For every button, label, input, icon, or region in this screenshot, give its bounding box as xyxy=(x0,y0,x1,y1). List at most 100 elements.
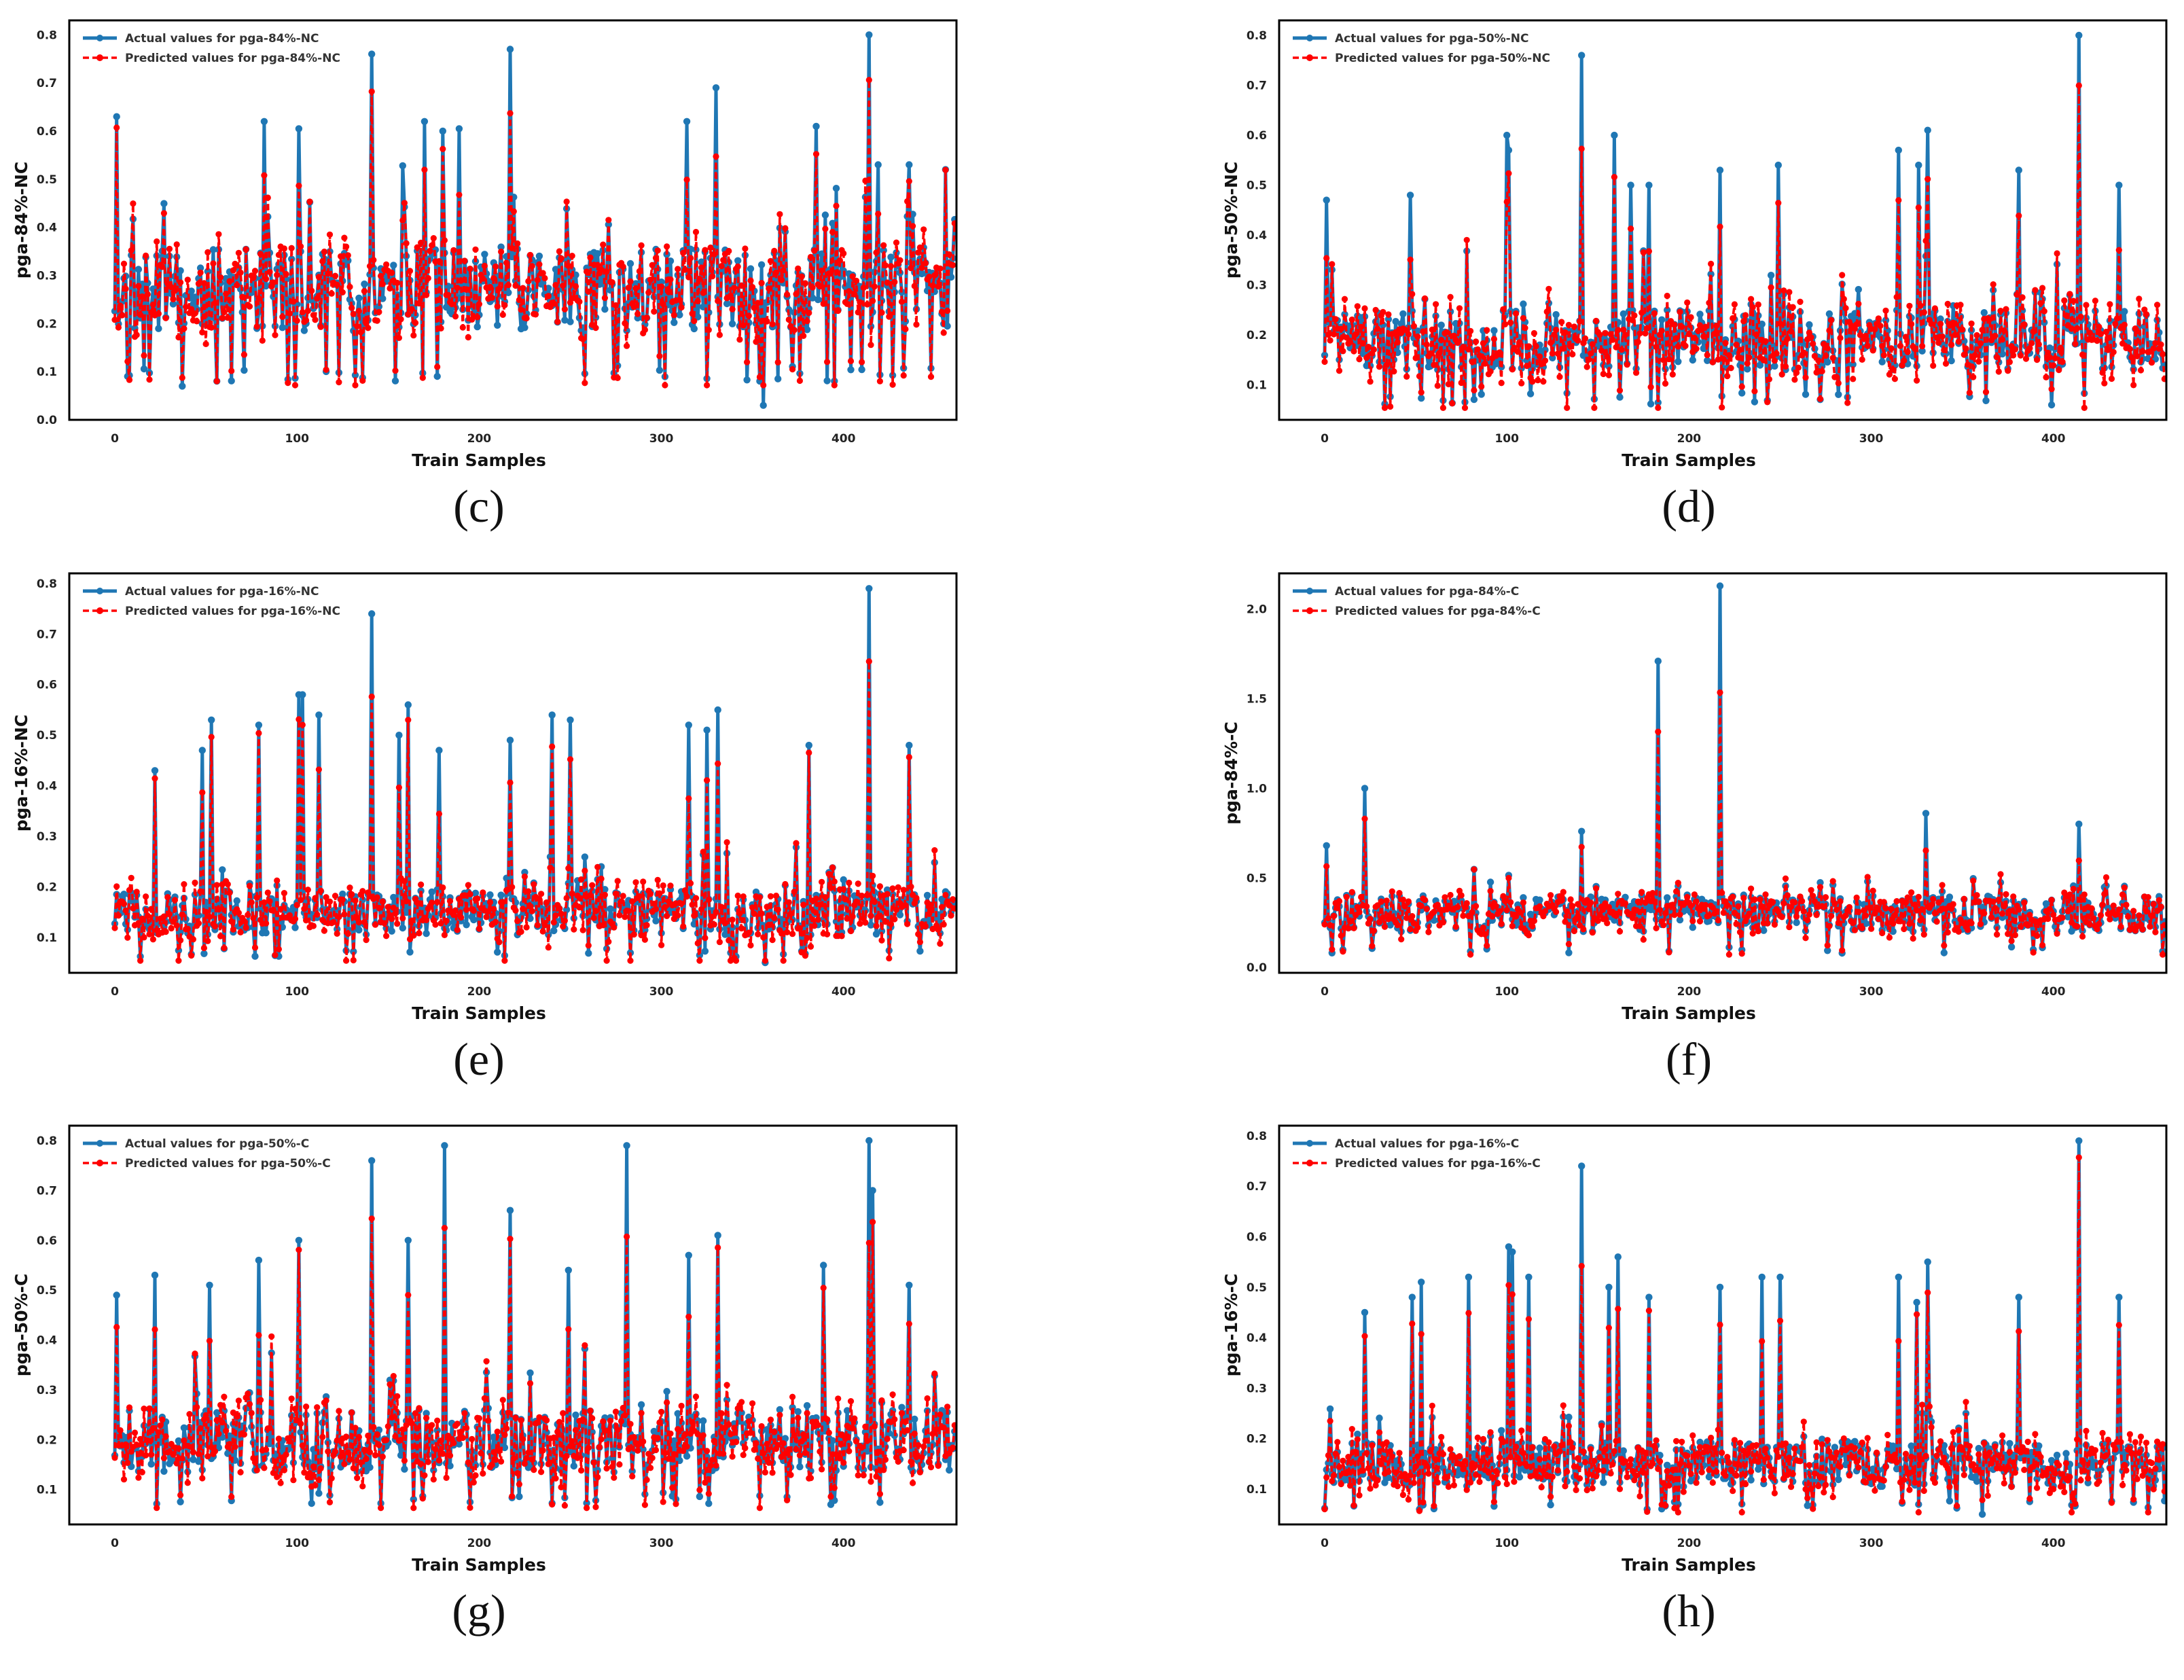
data-point-predicted xyxy=(365,1432,372,1439)
data-point-predicted xyxy=(612,890,620,897)
data-point-actual xyxy=(1855,285,1862,293)
data-point-predicted xyxy=(1930,362,1937,370)
data-point-predicted xyxy=(1551,332,1558,338)
data-point-predicted xyxy=(1822,894,1829,901)
data-point-predicted xyxy=(456,192,463,198)
data-point-predicted xyxy=(299,309,306,316)
data-point-predicted xyxy=(399,217,406,224)
data-point-predicted xyxy=(1722,340,1729,346)
data-point-predicted xyxy=(531,1467,537,1473)
data-point-predicted xyxy=(667,882,674,889)
data-point-predicted xyxy=(2005,368,2011,374)
data-point-predicted xyxy=(208,734,215,740)
data-point-actual xyxy=(1505,146,1513,154)
data-point-predicted xyxy=(1500,893,1507,899)
data-point-actual xyxy=(876,1499,884,1506)
data-point-predicted xyxy=(853,898,860,905)
panel-g: 0 100 200 300 4000.10.20.30.40.50.60.70.8Tra… xyxy=(12,1124,958,1637)
data-point-actual xyxy=(1816,879,1824,887)
data-point-predicted xyxy=(723,839,730,846)
data-point-predicted xyxy=(303,917,310,924)
data-point-predicted xyxy=(795,1414,802,1421)
data-point-predicted xyxy=(429,242,435,249)
data-point-predicted xyxy=(230,267,236,274)
data-point-predicted xyxy=(640,878,647,885)
data-point-actual xyxy=(255,721,263,729)
data-point-predicted xyxy=(394,1393,401,1399)
data-point-predicted xyxy=(798,273,805,280)
data-point-predicted xyxy=(186,1411,193,1418)
data-point-actual xyxy=(366,270,374,279)
data-point-predicted xyxy=(652,906,660,912)
data-point-actual xyxy=(375,303,383,310)
data-point-predicted xyxy=(1524,363,1530,370)
data-point-predicted xyxy=(745,1418,752,1425)
data-point-predicted xyxy=(897,257,903,264)
data-point-predicted xyxy=(1735,903,1742,910)
y-tick-label: 0.8 xyxy=(1247,29,1267,43)
data-point-predicted xyxy=(766,1459,772,1466)
data-point-predicted xyxy=(226,278,233,285)
series-predicted-d xyxy=(1321,82,2166,412)
data-point-predicted xyxy=(281,1467,287,1473)
data-point-predicted xyxy=(139,1469,145,1476)
data-point-actual xyxy=(872,930,880,938)
data-point-predicted xyxy=(1935,339,1942,346)
legend-label-actual: Actual values for pga-84%-NC xyxy=(125,32,319,46)
data-point-predicted xyxy=(820,1285,827,1291)
data-point-predicted xyxy=(372,921,379,928)
data-point-predicted xyxy=(306,1469,313,1477)
data-point-predicted xyxy=(2097,912,2105,918)
data-point-predicted xyxy=(1912,345,1918,353)
data-point-predicted xyxy=(416,930,423,937)
data-point-predicted xyxy=(412,1410,419,1416)
data-point-predicted xyxy=(1778,371,1785,378)
data-point-actual xyxy=(1922,810,1930,817)
data-point-predicted xyxy=(558,255,565,262)
data-point-predicted xyxy=(2083,302,2090,308)
data-point-predicted xyxy=(578,1467,585,1474)
data-point-predicted xyxy=(1586,906,1592,912)
data-point-predicted xyxy=(1376,363,1383,370)
data-point-predicted xyxy=(1480,925,1486,931)
data-point-predicted xyxy=(232,1444,238,1450)
data-point-predicted xyxy=(403,240,410,247)
data-point-predicted xyxy=(348,891,355,898)
data-point-predicted xyxy=(117,1427,124,1434)
data-point-predicted xyxy=(179,374,185,381)
data-point-predicted xyxy=(1418,903,1425,910)
data-point-predicted xyxy=(173,922,180,929)
data-point-predicted xyxy=(791,327,798,334)
data-point-actual xyxy=(548,711,556,719)
data-point-predicted xyxy=(1444,329,1450,336)
data-point-predicted xyxy=(1367,378,1374,385)
data-point-predicted xyxy=(368,693,375,700)
data-point-predicted xyxy=(1928,321,1935,327)
data-point-predicted xyxy=(459,324,466,331)
data-point-predicted xyxy=(758,910,765,917)
data-point-predicted xyxy=(1775,200,1782,207)
data-point-predicted xyxy=(1941,942,1948,949)
data-point-predicted xyxy=(940,921,947,928)
data-point-predicted xyxy=(824,1416,831,1423)
data-point-predicted xyxy=(2016,906,2022,913)
data-point-actual xyxy=(700,1417,707,1425)
data-point-predicted xyxy=(2125,913,2132,920)
data-point-predicted xyxy=(374,317,380,324)
data-point-predicted xyxy=(435,810,443,817)
data-point-predicted xyxy=(2088,905,2095,912)
data-point-predicted xyxy=(290,1477,297,1484)
data-point-predicted xyxy=(1833,374,1840,380)
data-point-predicted xyxy=(325,270,332,277)
data-point-predicted xyxy=(418,1461,425,1467)
data-point-predicted xyxy=(124,1459,131,1466)
data-point-actual xyxy=(2075,31,2083,39)
data-point-predicted xyxy=(408,306,415,312)
data-point-predicted xyxy=(275,946,282,952)
data-point-actual xyxy=(607,905,614,913)
data-point-actual xyxy=(683,118,691,125)
data-point-predicted xyxy=(774,906,781,913)
data-point-predicted xyxy=(1381,404,1389,412)
data-point-actual xyxy=(368,1157,376,1164)
data-point-predicted xyxy=(1961,895,1967,902)
